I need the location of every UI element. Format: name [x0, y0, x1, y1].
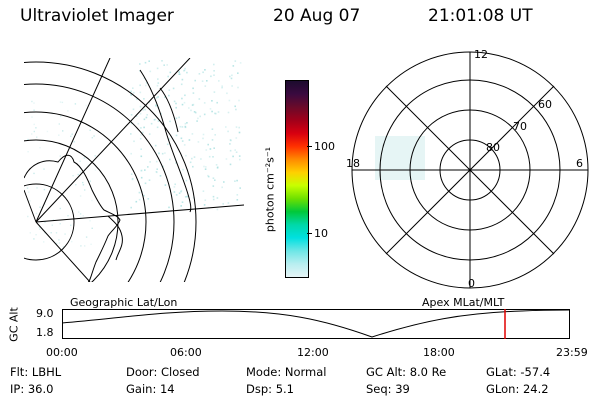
- colorbar-gradient: [286, 81, 308, 277]
- time-tick-0000: 00:00: [46, 346, 78, 359]
- mlt-label-18: 18: [346, 157, 360, 170]
- geo-meridian: [35, 221, 91, 282]
- colorbar-unit-label: photon cm⁻²s⁻¹: [263, 146, 277, 233]
- coastline: [159, 87, 179, 133]
- apex-polar-plot: [351, 51, 589, 289]
- geographic-image-panel: [24, 58, 244, 282]
- altitude-timeline: [62, 309, 570, 339]
- geo-meridian: [35, 204, 244, 223]
- instrument-title: Ultraviolet Imager: [20, 6, 174, 26]
- apex-mlt-line: [385, 85, 555, 255]
- emission-patch: [375, 136, 425, 180]
- time-tick-1800: 18:00: [423, 346, 455, 359]
- status-door: Door: Closed: [126, 365, 200, 379]
- status-ip: IP: 36.0: [10, 382, 54, 396]
- status-gain: Gain: 14: [126, 382, 175, 396]
- geo-lat-circle: [24, 139, 119, 282]
- mlt-label-12: 12: [474, 48, 488, 61]
- mlt-label-0: 0: [468, 277, 475, 290]
- colorbar-tick-mark: [307, 233, 312, 234]
- geo-lat-circle: [24, 183, 75, 261]
- colorbar: [285, 80, 309, 278]
- colorbar-tick-100: 100: [314, 140, 335, 153]
- geo-meridian: [24, 189, 37, 223]
- time-tick-2359: 23:59: [556, 346, 588, 359]
- colorbar-tick-mark: [307, 146, 312, 147]
- colorbar-tick-10: 10: [314, 227, 328, 240]
- gc-alt-tick-max: 9.0: [36, 307, 54, 320]
- date-label: 20 Aug 07: [273, 6, 361, 26]
- status-mode: Mode: Normal: [246, 365, 327, 379]
- mlat-label-80: 80: [486, 141, 500, 154]
- apex-panel-label: Apex MLat/MLT: [422, 296, 505, 309]
- status-glat: GLat: -57.4: [486, 365, 551, 379]
- status-glon: GLon: 24.2: [486, 382, 549, 396]
- coastline: [24, 154, 121, 282]
- status-flt: Flt: LBHL: [10, 365, 62, 379]
- status-gc-alt: GC Alt: 8.0 Re: [366, 365, 447, 379]
- geographic-panel-label: Geographic Lat/Lon: [70, 296, 178, 309]
- geo-meridian: [35, 58, 191, 223]
- geo-lat-circle: [24, 111, 147, 282]
- coastline: [107, 215, 123, 261]
- status-dsp: Dsp: 5.1: [246, 382, 294, 396]
- mlat-label-60: 60: [538, 98, 552, 111]
- time-tick-1200: 12:00: [297, 346, 329, 359]
- status-seq: Seq: 39: [366, 382, 410, 396]
- uv-emission-speckle: [26, 60, 242, 250]
- mlt-label-6: 6: [576, 157, 583, 170]
- geo-lat-circle: [24, 61, 197, 282]
- gc-alt-tick-min: 1.8: [36, 326, 54, 339]
- geo-lat-circle: [24, 83, 175, 282]
- mlat-label-70: 70: [513, 120, 527, 133]
- time-label: 21:01:08 UT: [428, 6, 533, 26]
- coastline: [139, 69, 192, 213]
- time-tick-0600: 06:00: [170, 346, 202, 359]
- gc-altitude-curve: [62, 309, 570, 338]
- geo-meridian: [35, 58, 111, 223]
- gc-alt-axis-label: GC Alt: [7, 307, 21, 342]
